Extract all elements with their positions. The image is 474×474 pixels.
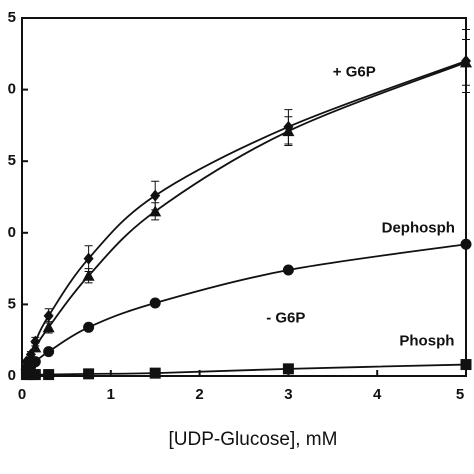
x-tick-label: 5 [456, 386, 464, 403]
point [43, 309, 54, 322]
y-tick-label: 0 [8, 367, 16, 384]
point [29, 341, 42, 353]
point [282, 125, 295, 137]
series-line [25, 60, 467, 363]
y-tick-label: 0 [8, 81, 16, 98]
y-tick-label: 5 [8, 9, 16, 26]
annotation: Phosph [399, 333, 454, 350]
point [149, 205, 162, 217]
point [82, 269, 95, 281]
point [460, 359, 472, 371]
annotation: Dephosph [382, 219, 455, 236]
plot-frame [21, 17, 467, 377]
series-line [25, 243, 467, 371]
point [460, 238, 472, 250]
x-tick-label: 4 [373, 386, 382, 403]
point [42, 321, 55, 333]
point [282, 363, 294, 375]
annotation: - G6P [266, 310, 305, 327]
y-tick-label: 5 [8, 152, 16, 169]
point [150, 189, 161, 202]
series-line [25, 61, 467, 366]
point [29, 356, 41, 368]
x-axis-label: [UDP-Glucose], mM [169, 429, 338, 450]
point [83, 252, 94, 265]
point [83, 321, 95, 333]
point [43, 369, 55, 381]
point [149, 367, 161, 379]
point [149, 297, 161, 309]
x-tick-label: 1 [107, 386, 115, 403]
point [43, 346, 55, 358]
y-tick-label: 5 [8, 295, 16, 312]
point [29, 369, 41, 381]
x-tick-label: 0 [18, 386, 26, 403]
point [83, 368, 95, 380]
y-tick-label: 0 [8, 224, 16, 241]
x-tick-label: 2 [195, 386, 203, 403]
x-tick-label: 3 [284, 386, 292, 403]
point [282, 264, 294, 276]
point [460, 56, 472, 68]
annotation: + G6P [333, 63, 376, 80]
